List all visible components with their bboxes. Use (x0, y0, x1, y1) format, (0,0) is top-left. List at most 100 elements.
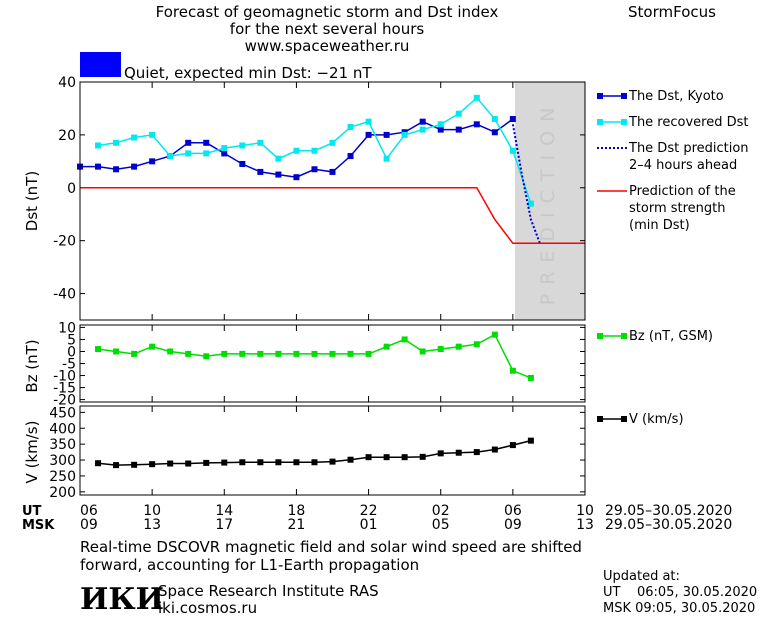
data-point-the-recovered-dst (113, 139, 120, 146)
status-swatch (80, 52, 121, 77)
data-point-the-recovered-dst (239, 142, 246, 149)
msk-tick-label: 17 (215, 517, 233, 533)
ut-tick-label: 02 (432, 503, 450, 519)
data-point-v-km-s (491, 446, 498, 453)
data-point-v-km-s (455, 449, 462, 456)
data-point-bz-nt-gsm (509, 367, 516, 374)
note-line-1: Real-time DSCOVR magnetic field and sola… (80, 538, 582, 556)
data-point-the-dst-kyoto (275, 171, 282, 178)
data-point-bz-nt-gsm (275, 350, 282, 357)
v-ytick-label: 300 (49, 453, 76, 469)
data-point-the-dst-kyoto (347, 153, 354, 160)
legend: The Dst, Kyoto The recovered Dst The Dst… (597, 89, 749, 427)
data-point-the-recovered-dst (275, 155, 282, 162)
data-point-bz-nt-gsm (167, 348, 174, 355)
bz-ytick-label: -10 (53, 369, 76, 385)
data-point-bz-nt-gsm (419, 348, 426, 355)
data-point-the-recovered-dst (419, 126, 426, 133)
data-point-v-km-s (527, 437, 534, 444)
data-point-bz-nt-gsm (131, 350, 138, 357)
data-point-the-dst-kyoto (95, 163, 102, 170)
v-series-group (95, 437, 534, 469)
title-line-1: Forecast of geomagnetic storm and Dst in… (156, 3, 499, 21)
data-point-the-recovered-dst (257, 139, 264, 146)
data-point-bz-nt-gsm (257, 350, 264, 357)
v-ylabel: V (km/s) (23, 421, 41, 484)
msk-tick-label: 21 (288, 517, 306, 533)
bz-ytick-label: 10 (58, 320, 76, 336)
ut-tick-label: 06 (504, 503, 522, 519)
data-point-v-km-s (293, 459, 300, 466)
data-point-the-dst-kyoto (509, 116, 516, 123)
data-point-the-recovered-dst (167, 153, 174, 160)
data-point-the-dst-kyoto (473, 121, 480, 128)
data-point-v-km-s (473, 449, 480, 456)
data-point-bz-nt-gsm (527, 374, 534, 381)
data-point-the-recovered-dst (329, 139, 336, 146)
data-point-bz-nt-gsm (311, 350, 318, 357)
bz-ytick-label: -15 (53, 381, 76, 397)
updated-ut: UT 06:05, 30.05.2020 (603, 585, 757, 600)
data-point-the-dst-kyoto (293, 174, 300, 181)
data-point-v-km-s (347, 456, 354, 463)
v-ytick-label: 400 (49, 421, 76, 437)
data-point-the-dst-kyoto (239, 160, 246, 167)
note-line-2: forward, accounting for L1-Earth propaga… (80, 556, 419, 574)
iki-logo: ИКИ (80, 582, 164, 617)
data-point-the-recovered-dst (347, 123, 354, 130)
data-point-the-dst-kyoto (113, 166, 120, 173)
data-point-the-recovered-dst (383, 155, 390, 162)
dst-frame (79, 81, 586, 321)
msk-tick-label: 05 (432, 517, 450, 533)
data-point-bz-nt-gsm (293, 350, 300, 357)
bz-series-group (95, 331, 534, 381)
legend-recovered-dst: The recovered Dst (597, 115, 748, 130)
legend-dst-prediction: The Dst prediction 2–4 hours ahead (597, 141, 749, 173)
data-point-v-km-s (239, 459, 246, 466)
data-point-the-dst-kyoto (383, 131, 390, 138)
dst-ytick-label: 20 (58, 128, 76, 144)
data-point-bz-nt-gsm (221, 350, 228, 357)
institute-url[interactable]: iki.cosmos.ru (158, 599, 257, 617)
data-point-the-recovered-dst (455, 110, 462, 117)
ut-tick-labels: 06 10 14 18 22 02 06 10 (80, 503, 594, 519)
data-point-bz-nt-gsm (185, 350, 192, 357)
msk-tick-label: 09 (80, 517, 98, 533)
data-point-the-dst-kyoto (437, 126, 444, 133)
bz-ytick-label: -5 (62, 357, 76, 373)
ut-tick-label: 14 (215, 503, 233, 519)
data-point-bz-nt-gsm (239, 350, 246, 357)
data-point-bz-nt-gsm (383, 343, 390, 350)
data-point-v-km-s (401, 454, 408, 461)
data-point-the-recovered-dst (185, 150, 192, 157)
data-point-the-dst-kyoto (185, 139, 192, 146)
ut-date-range: 29.05–30.05.2020 (605, 503, 732, 519)
v-ytick-label: 250 (49, 469, 76, 485)
msk-tick-label: 01 (360, 517, 378, 533)
data-point-bz-nt-gsm (455, 343, 462, 350)
data-point-bz-nt-gsm (149, 343, 156, 350)
data-point-the-recovered-dst (131, 134, 138, 141)
ut-label: UT (22, 504, 42, 519)
msk-date-range: 29.05–30.05.2020 (605, 517, 732, 533)
data-point-the-recovered-dst (527, 200, 534, 207)
data-point-bz-nt-gsm (329, 350, 336, 357)
dst-ylabel: Dst (nT) (23, 171, 41, 231)
legend-dst-prediction-label: The Dst prediction 2–4 hours ahead (628, 141, 749, 173)
data-point-v-km-s (113, 462, 120, 469)
ut-tick-label: 10 (143, 503, 161, 519)
data-point-the-recovered-dst (311, 147, 318, 154)
data-point-the-recovered-dst (221, 145, 228, 152)
data-point-the-recovered-dst (491, 116, 498, 123)
data-point-the-dst-kyoto (257, 168, 264, 175)
website-url[interactable]: www.spaceweather.ru (245, 37, 410, 55)
data-point-the-dst-kyoto (203, 139, 210, 146)
bz-ytick-label: -20 (53, 393, 76, 409)
ut-tick-label: 06 (80, 503, 98, 519)
series-line-the-dst-prediction (511, 124, 541, 244)
data-point-the-dst-kyoto (329, 168, 336, 175)
updated-label: Updated at: (603, 569, 680, 584)
legend-bz-label: Bz (nT, GSM) (629, 329, 713, 344)
